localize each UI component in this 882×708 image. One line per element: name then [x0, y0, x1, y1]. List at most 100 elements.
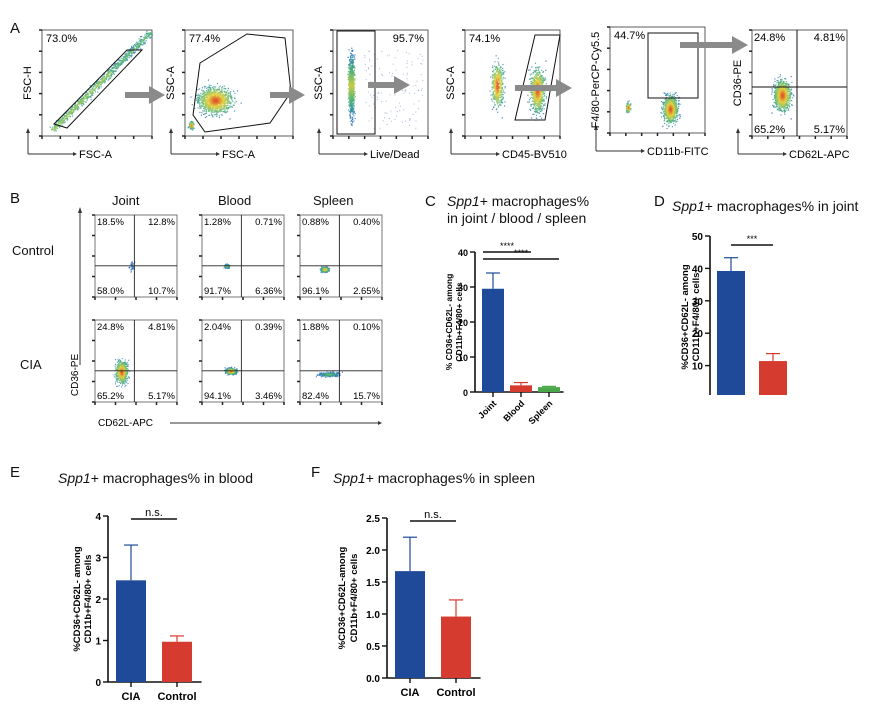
bar-cia	[116, 580, 146, 682]
gate	[192, 33, 292, 133]
quadrant-ul-pct: 1.28%	[204, 217, 231, 228]
x-axis-label: CD62L-APC	[789, 149, 850, 161]
quadrant-lr-pct: 3.46%	[255, 391, 282, 402]
quadrant-lr-pct: 6.36%	[255, 286, 282, 297]
x-axis-label: Live/Dead	[370, 149, 420, 161]
y-tick-label: 20	[458, 318, 468, 328]
panel-a-gating: 73.0% FSC-A FSC-H 77.4% FSC-A SSC-A 95.7% Live/…	[22, 26, 850, 161]
y-tick-label: 4	[95, 512, 101, 523]
flow-plot-a2: 77.4% FSC-A SSC-A	[165, 29, 294, 161]
column-label-blood: Blood	[218, 193, 252, 208]
plot-frame	[184, 29, 294, 137]
gate-percentage: 77.4%	[189, 33, 220, 45]
cell-density	[315, 371, 343, 378]
bar-spleen	[538, 387, 560, 392]
y-axis-label-line1: %CD36+CD62L- among	[72, 546, 83, 652]
row-label-cia: CIA	[20, 357, 42, 372]
x-tick-label: Control	[157, 691, 196, 703]
y-tick-label: 1.0	[366, 610, 380, 621]
y-axis-label: SSC-A	[445, 66, 457, 100]
quadrant-ul-pct: 0.88%	[302, 217, 329, 228]
flow-plot-b-cia-blood: 2.04% 0.39% 94.1% 3.46%	[199, 319, 285, 405]
chart-c-title-line2: in joint / blood / spleen	[447, 210, 587, 226]
quadrant-lr-pct: 15.7%	[353, 391, 380, 402]
right-arrow-icon	[368, 76, 410, 94]
x-axis-label: FSC-A	[222, 149, 256, 161]
flow-plot-b-control-joint: 18.5% 12.8% 58.0% 10.7%	[92, 214, 178, 300]
panel-letter-c: C	[425, 193, 436, 210]
cell-density	[660, 92, 681, 130]
gate	[514, 34, 561, 121]
chart-d: 01020304050CIAControl***%CD36+CD62L- amo…	[680, 232, 787, 395]
quadrant-ur-pct: 0.40%	[353, 217, 380, 228]
column-label-spleen: Spleen	[313, 193, 354, 208]
flow-plot-a4: 74.1% CD45-BV510 SSC-A	[445, 29, 567, 161]
y-axis-label-line1: % CD36+CD62L- among	[444, 274, 454, 371]
plot-frame	[751, 29, 848, 137]
cell-density	[190, 79, 242, 120]
quadrant-ll-pct: 58.0%	[97, 286, 124, 297]
flow-plot-a6: 24.8% 4.81% 65.2% 5.17% CD62L-APC CD36-PE	[732, 29, 850, 161]
panel-letter-e: E	[10, 464, 21, 481]
bar-cia	[395, 571, 425, 678]
y-tick-label: 2	[95, 595, 101, 606]
gate-percentage: 73.0%	[46, 33, 77, 45]
y-tick-label: 0	[463, 388, 468, 398]
plot-frame	[464, 29, 561, 137]
cell-density	[489, 55, 506, 119]
quadrant-ul-pct: 18.5%	[97, 217, 124, 228]
right-arrow-icon	[515, 79, 572, 97]
flow-plot-b-control-spleen: 0.88% 0.40% 96.1% 2.65%	[297, 214, 383, 300]
x-axis-label: CD45-BV510	[502, 149, 567, 161]
panel-letter-a: A	[10, 20, 21, 37]
y-tick-label: 50	[692, 232, 704, 243]
y-axis-label: FSC-H	[22, 66, 34, 100]
x-axis-label: CD11b-FITC	[647, 146, 709, 158]
bar-joint	[482, 288, 504, 392]
chart-d-title: Spp1+ macrophages% in joint	[672, 198, 859, 214]
gate-percentage: 44.7%	[614, 30, 645, 42]
gate-percentage: 74.1%	[469, 33, 500, 45]
quadrant-ur-pct: 4.81%	[148, 322, 175, 333]
y-tick-label: 0	[697, 394, 703, 395]
y-axis-label-line1: %CD36+CD62L-among	[337, 546, 348, 649]
significance-label: n.s.	[424, 509, 442, 521]
bar-control	[759, 361, 787, 395]
quadrant-ur-pct: 4.81%	[814, 32, 845, 44]
x-axis-label: CD62L-APC	[98, 418, 153, 429]
y-axis-label-line2: CD11b+F4/80+ cells	[349, 554, 360, 643]
quadrant-ul-pct: 2.04%	[204, 322, 231, 333]
quadrant-ul-pct: 24.8%	[754, 32, 785, 44]
y-axis-label-line2: CD11b+F4/80+ cells	[454, 282, 464, 362]
x-tick-label: Control	[436, 687, 475, 699]
right-arrow-icon	[680, 36, 748, 54]
chart-c-title: Spp1+ macrophages%	[447, 193, 590, 209]
chart-e: 0 1 2 3 4 CIA Control n.s. %CD36+CD62L- among CD1…	[72, 507, 202, 703]
significance-label: ***	[747, 234, 758, 244]
panel-letter-b: B	[10, 190, 21, 207]
chart-e-title: Spp1+ macrophages% in blood	[58, 470, 253, 486]
flow-plot-a5: 44.7% CD11b-FITC F4/80-PerCP-Cy5.5	[590, 26, 709, 158]
y-tick-label: 20	[692, 329, 704, 340]
x-tick-label: Blood	[501, 398, 526, 423]
cell-density	[625, 100, 632, 114]
cell-density	[113, 357, 131, 388]
chart-c: 0 10 20 30 40 Joint Blood Spleen ******** % CD36+…	[444, 241, 564, 426]
y-tick-label: 3	[95, 554, 101, 565]
significance-label: ****	[514, 248, 529, 258]
quadrant-ll-pct: 65.2%	[754, 124, 785, 136]
quadrant-ur-pct: 0.39%	[255, 322, 282, 333]
x-tick-label: Spleen	[526, 398, 554, 426]
y-tick-label: 10	[692, 362, 704, 373]
x-axis-label: FSC-A	[79, 149, 113, 161]
y-tick-label: 0.5	[366, 642, 380, 653]
flow-plot-b-control-blood: 1.28% 0.71% 91.7% 6.36%	[199, 214, 285, 300]
chart-f: 0.0 0.5 1.0 1.5 2.0 2.5 CIA Control n.s. %CD36+CD…	[337, 509, 481, 699]
quadrant-ul-pct: 1.88%	[302, 322, 329, 333]
quadrant-lr-pct: 10.7%	[148, 286, 175, 297]
gate	[53, 49, 144, 129]
flow-plot-a1: 73.0% FSC-A FSC-H	[22, 29, 153, 161]
flow-plot-b-cia-spleen: 1.88% 0.10% 82.4% 15.7%	[297, 319, 383, 405]
chart-f-title: Spp1+ macrophages% in spleen	[333, 470, 535, 486]
cell-density	[319, 266, 331, 274]
